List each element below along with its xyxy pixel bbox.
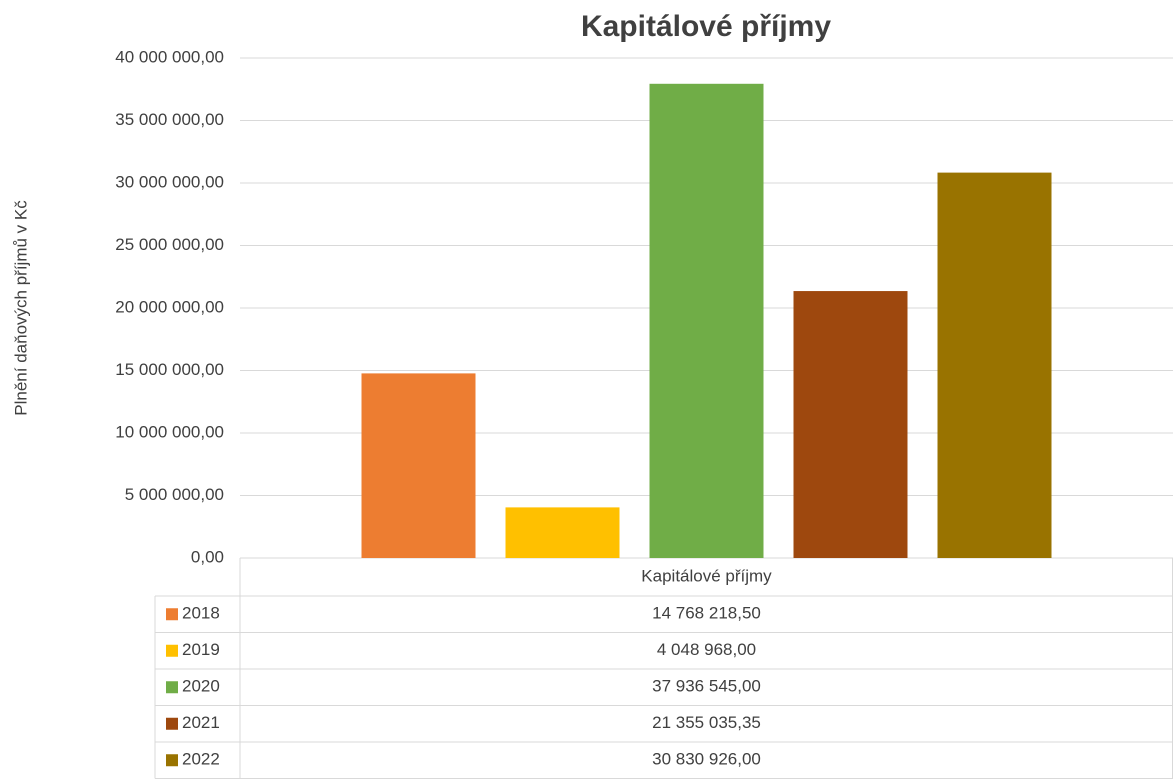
legend-label: 2021 [182,713,220,732]
table-value: 14 768 218,50 [652,604,761,623]
legend-key [166,608,178,621]
table-value: 21 355 035,35 [652,713,761,732]
legend-key [166,717,178,730]
chart-title: Kapitálové příjmy [581,10,831,43]
table-header: Kapitálové příjmy [641,566,772,585]
legend-key [166,681,178,694]
y-axis-label: Plnění daňových příjmů v Kč [11,200,30,416]
y-tick-label: 40 000 000,00 [115,47,224,66]
y-tick-label: 25 000 000,00 [115,235,224,254]
bar [649,83,764,559]
y-tick-label: 5 000 000,00 [125,485,224,504]
legend-label: 2020 [182,677,220,696]
legend-key [166,754,178,767]
table-value: 4 048 968,00 [657,640,756,659]
bar [361,373,476,558]
legend-label: 2022 [182,750,220,769]
y-tick-label: 0,00 [191,547,224,566]
y-tick-label: 15 000 000,00 [115,360,224,379]
table-value: 30 830 926,00 [652,750,761,769]
bar [937,172,1052,559]
bar [505,507,620,558]
table-value: 37 936 545,00 [652,677,761,696]
bar [793,291,908,558]
legend-label: 2018 [182,604,220,623]
y-tick-label: 30 000 000,00 [115,172,224,191]
legend-label: 2019 [182,640,220,659]
y-tick-label: 10 000 000,00 [115,422,224,441]
y-tick-label: 35 000 000,00 [115,110,224,129]
y-tick-label: 20 000 000,00 [115,297,224,316]
legend-key [166,644,178,657]
